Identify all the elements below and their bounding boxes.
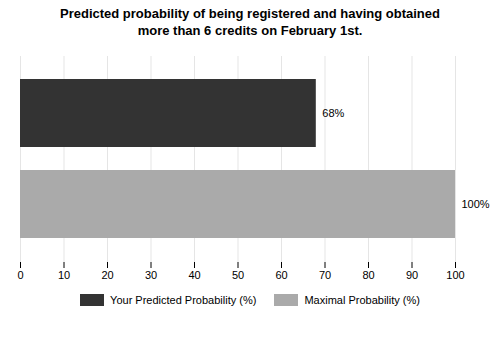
svg-text:68%: 68% <box>322 107 344 119</box>
svg-text:10: 10 <box>58 269 70 281</box>
svg-text:60: 60 <box>275 269 287 281</box>
svg-text:40: 40 <box>188 269 200 281</box>
svg-text:90: 90 <box>406 269 418 281</box>
html-text:Predicted probability of being: Predicted probability of being registere… <box>60 6 440 38</box>
html-text:Maximal Probability (%): Maximal Probability (%) <box>304 293 420 306</box>
svg-text:100: 100 <box>446 269 464 281</box>
svg-text:20: 20 <box>101 269 113 281</box>
svg-text:100%: 100% <box>462 198 490 210</box>
html-text:Your Predicted Probability (%): Your Predicted Probability (%) <box>110 293 257 306</box>
svg-text:70: 70 <box>319 269 331 281</box>
svg-text:80: 80 <box>362 269 374 281</box>
svg-text:50: 50 <box>232 269 244 281</box>
svg-text:0: 0 <box>17 269 23 281</box>
svg-text:30: 30 <box>145 269 157 281</box>
